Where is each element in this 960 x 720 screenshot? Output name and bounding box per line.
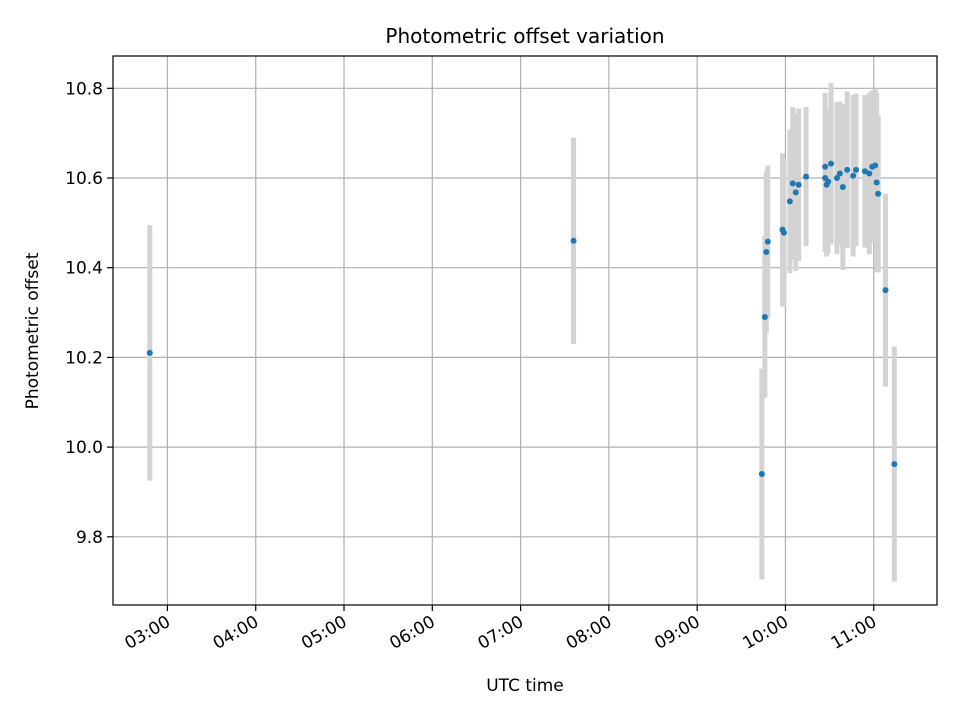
data-point: [822, 163, 829, 170]
data-point: [828, 160, 835, 167]
data-point: [882, 287, 889, 294]
data-point: [786, 198, 793, 205]
y-tick-label: 10.4: [65, 259, 103, 279]
data-point: [763, 249, 770, 256]
data-point: [789, 180, 796, 187]
y-tick-label: 10.2: [65, 348, 103, 368]
data-point: [875, 190, 882, 197]
data-point: [891, 461, 898, 468]
data-point: [839, 183, 846, 190]
data-point: [866, 170, 873, 177]
y-tick-label: 10.8: [65, 79, 103, 99]
data-point: [873, 179, 880, 186]
data-point: [861, 168, 868, 175]
data-point: [803, 173, 810, 180]
data-point: [758, 471, 765, 478]
data-point: [146, 349, 153, 356]
y-tick-label: 10.0: [65, 438, 103, 458]
chart-title: Photometric offset variation: [385, 24, 664, 48]
data-point: [825, 178, 832, 185]
data-point: [792, 189, 799, 196]
data-point: [795, 181, 802, 188]
data-point: [570, 237, 577, 244]
data-point: [761, 314, 768, 321]
data-point: [780, 229, 787, 236]
tick-layer: [107, 87, 875, 611]
data-point: [836, 170, 843, 177]
plot-frame: [112, 55, 938, 606]
y-tick-label: 9.8: [76, 528, 103, 548]
data-point: [833, 175, 840, 181]
data-point: [872, 162, 879, 169]
x-axis-label: UTC time: [486, 676, 564, 696]
data-point: [850, 172, 857, 179]
y-tick-label: 10.6: [65, 169, 103, 189]
data-point: [844, 166, 851, 173]
y-axis-label: Photometric offset: [23, 252, 43, 409]
data-point: [764, 238, 771, 245]
data-point: [853, 166, 860, 173]
point-layer: [146, 160, 898, 478]
